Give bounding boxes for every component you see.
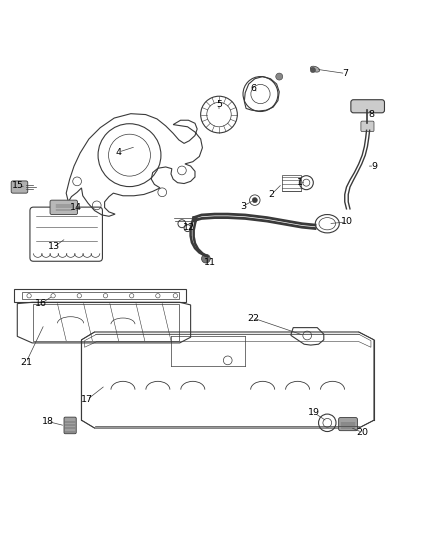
FancyBboxPatch shape [351,100,385,113]
Circle shape [310,67,315,72]
Text: 9: 9 [371,161,378,171]
Text: 5: 5 [216,100,222,109]
FancyBboxPatch shape [361,121,374,132]
Circle shape [276,73,283,80]
Text: 20: 20 [356,428,368,437]
FancyBboxPatch shape [50,200,78,215]
Text: 10: 10 [340,217,353,227]
Text: 12: 12 [184,223,195,232]
Text: 1: 1 [297,177,303,187]
Text: 22: 22 [247,313,259,322]
Text: 17: 17 [81,395,93,404]
Text: 15: 15 [12,181,24,190]
Text: 21: 21 [20,358,32,367]
Text: 3: 3 [240,202,246,211]
FancyBboxPatch shape [11,181,28,193]
Text: 4: 4 [116,148,122,157]
Ellipse shape [311,66,320,72]
Circle shape [252,198,258,203]
Text: 16: 16 [35,299,47,308]
Text: 8: 8 [369,110,375,119]
Text: 11: 11 [204,257,216,266]
Text: 6: 6 [250,84,256,93]
Text: 19: 19 [308,408,320,417]
Circle shape [201,254,210,263]
FancyBboxPatch shape [339,417,357,431]
Text: 14: 14 [70,203,82,212]
Text: 7: 7 [343,69,349,78]
Text: 13: 13 [48,243,60,252]
Bar [283,175,300,191]
Text: 2: 2 [268,190,274,199]
FancyBboxPatch shape [64,417,76,434]
Text: 18: 18 [42,417,54,426]
